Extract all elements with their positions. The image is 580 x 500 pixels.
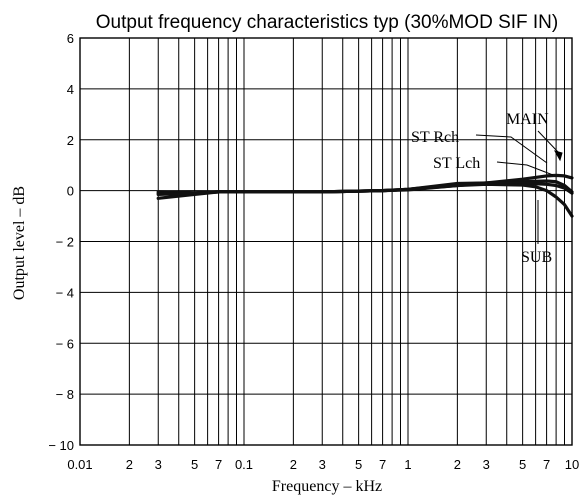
series-line-main [156,173,574,200]
x-tick-label: 5 [519,457,526,472]
x-tick-label: 2 [290,457,297,472]
x-tick-label: 3 [319,457,326,472]
leader-line-st-rch [475,134,548,164]
x-tick-label: 10 [565,457,579,472]
x-tick-label: 7 [379,457,386,472]
y-tick-label: − 6 [56,336,74,351]
y-tick-label: − 4 [56,285,74,300]
x-tick-label: 3 [155,457,162,472]
x-tick-label: 0.1 [235,457,253,472]
arrowhead-main [553,150,563,162]
y-tick-label: 4 [67,82,74,97]
x-axis-label: Frequency – kHz [272,478,382,495]
chart-title: Output frequency characteristics typ (30… [96,12,559,33]
x-tick-label: 7 [543,457,550,472]
y-tick-label: 2 [67,133,74,148]
annotations: MAIN ST Rch ST Lch SUB [411,111,552,266]
y-tick-label: − 10 [48,438,74,453]
y-tick-labels: 6 4 2 0 − 2 − 4 − 6 − 8 − 10 [48,31,74,453]
plot-frame [79,37,573,446]
leader-line-main [537,130,559,153]
y-tick-label: 6 [67,31,74,46]
x-tick-label: 3 [483,457,490,472]
series-line-sub [156,182,574,218]
x-tick-label: 2 [126,457,133,472]
annotation-st-lch: ST Lch [433,155,480,172]
annotation-leaders [475,130,563,244]
y-tick-label: 0 [67,184,74,199]
x-tick-labels: 0.01 2 3 5 7 0.1 2 3 5 7 1 2 3 5 7 10 [67,457,579,472]
x-tick-label: 5 [355,457,362,472]
series-group [156,173,574,218]
x-tick-label: 2 [454,457,461,472]
grid [79,37,573,446]
y-axis-label: Output level – dB [11,186,28,300]
y-tick-label: − 2 [56,235,74,250]
annotation-sub: SUB [521,249,552,266]
y-tick-label: − 8 [56,387,74,402]
x-tick-label: 0.01 [67,457,92,472]
leader-line-st-lch [496,161,554,176]
annotation-main: MAIN [506,111,549,128]
x-tick-label: 5 [191,457,198,472]
x-tick-label: 7 [215,457,222,472]
x-tick-label: 1 [404,457,411,472]
annotation-st-rch: ST Rch [411,129,459,146]
